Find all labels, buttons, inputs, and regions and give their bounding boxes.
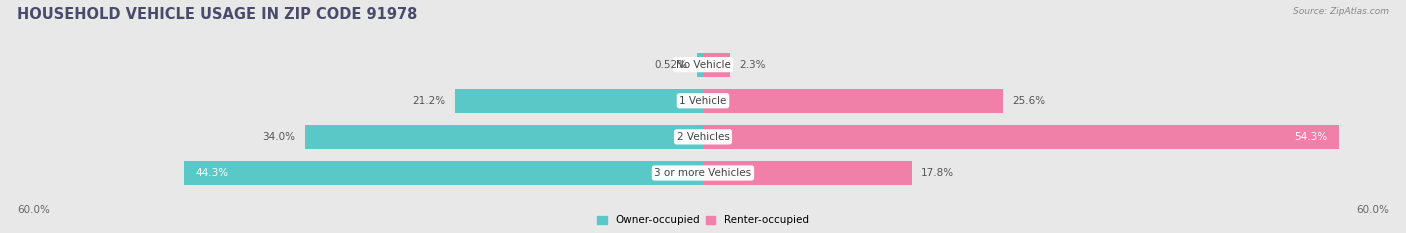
Text: 54.3%: 54.3% — [1295, 132, 1327, 142]
Bar — [697, 52, 703, 77]
Text: Source: ZipAtlas.com: Source: ZipAtlas.com — [1294, 7, 1389, 16]
Bar — [703, 161, 911, 185]
Text: 2 Vehicles: 2 Vehicles — [676, 132, 730, 142]
Text: 21.2%: 21.2% — [412, 96, 446, 106]
Text: No Vehicle: No Vehicle — [675, 60, 731, 70]
Text: 34.0%: 34.0% — [263, 132, 295, 142]
Text: 44.3%: 44.3% — [195, 168, 229, 178]
Bar — [184, 161, 703, 185]
Text: 60.0%: 60.0% — [1357, 205, 1389, 215]
Bar — [305, 125, 703, 149]
Text: 0.52%: 0.52% — [655, 60, 688, 70]
Text: 25.6%: 25.6% — [1012, 96, 1046, 106]
Bar — [454, 89, 703, 113]
Text: 17.8%: 17.8% — [921, 168, 955, 178]
Text: 2.3%: 2.3% — [740, 60, 766, 70]
Bar — [703, 125, 1339, 149]
Text: 1 Vehicle: 1 Vehicle — [679, 96, 727, 106]
Text: 60.0%: 60.0% — [17, 205, 49, 215]
Text: 3 or more Vehicles: 3 or more Vehicles — [654, 168, 752, 178]
Legend: Owner-occupied, Renter-occupied: Owner-occupied, Renter-occupied — [598, 216, 808, 226]
Text: HOUSEHOLD VEHICLE USAGE IN ZIP CODE 91978: HOUSEHOLD VEHICLE USAGE IN ZIP CODE 9197… — [17, 7, 418, 22]
Bar — [703, 52, 730, 77]
Bar — [703, 89, 1002, 113]
